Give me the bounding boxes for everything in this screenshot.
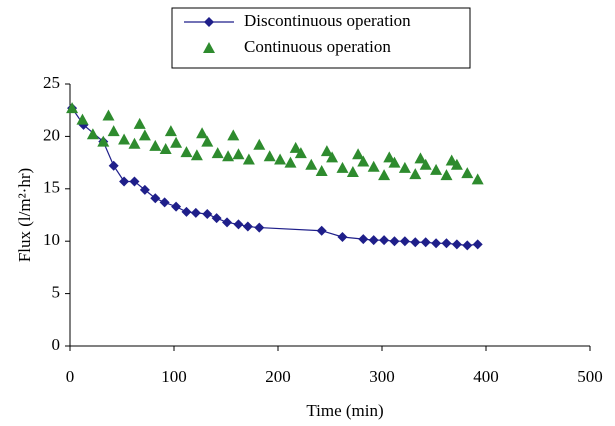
triangle-marker (203, 42, 215, 53)
triangle-marker (164, 125, 177, 137)
triangle-marker (196, 127, 209, 139)
triangle-marker (133, 117, 146, 129)
triangle-marker (346, 166, 359, 178)
triangle-marker (357, 155, 370, 167)
y-tick-label: 25 (43, 73, 60, 92)
triangle-marker (289, 141, 302, 153)
diamond-marker (204, 17, 214, 27)
diamond-marker (202, 208, 213, 219)
triangle-marker (383, 151, 396, 163)
legend-label: Continuous operation (244, 37, 391, 56)
triangle-marker (66, 102, 79, 114)
triangle-marker (414, 152, 427, 164)
triangle-marker (102, 109, 115, 121)
triangle-marker (180, 146, 193, 158)
triangle-marker (315, 164, 328, 176)
y-tick-label: 5 (52, 283, 61, 302)
diamond-marker (410, 237, 421, 248)
diamond-marker (389, 236, 400, 247)
x-tick-label: 300 (369, 367, 395, 386)
diamond-marker (358, 234, 369, 245)
triangle-marker (388, 156, 401, 168)
triangle-marker (227, 129, 240, 141)
diamond-marker (129, 176, 140, 187)
triangle-marker (107, 125, 120, 137)
diamond-marker (368, 235, 379, 246)
triangle-marker (440, 169, 453, 181)
diamond-marker (150, 193, 161, 204)
triangle-marker (274, 153, 287, 165)
diamond-marker (451, 239, 462, 250)
diamond-marker (190, 207, 201, 218)
diamond-marker (431, 238, 442, 249)
triangle-marker (263, 150, 276, 162)
triangle-marker (398, 161, 411, 173)
y-axis-label: Flux (l/m²·hr) (15, 168, 34, 262)
triangle-marker (76, 113, 89, 125)
triangle-marker (86, 128, 99, 140)
triangle-marker (352, 148, 365, 160)
triangle-marker (97, 135, 110, 147)
legend-label: Discontinuous operation (244, 11, 411, 30)
triangle-marker (367, 160, 380, 172)
y-tick-label: 10 (43, 230, 60, 249)
x-tick-label: 500 (577, 367, 603, 386)
triangle-marker (284, 156, 297, 168)
diamond-marker (211, 213, 222, 224)
x-tick-label: 0 (66, 367, 75, 386)
diamond-marker (119, 176, 130, 187)
triangle-marker (294, 147, 307, 159)
x-tick-label: 100 (161, 367, 187, 386)
triangle-marker (242, 153, 255, 165)
diamond-marker (108, 160, 119, 171)
triangle-marker (190, 149, 203, 161)
triangle-marker (201, 135, 214, 147)
y-tick-label: 15 (43, 178, 60, 197)
triangle-marker (138, 129, 151, 141)
diamond-marker (337, 232, 348, 243)
triangle-marker (320, 145, 333, 157)
triangle-marker (118, 133, 131, 145)
triangle-marker (419, 158, 432, 170)
diamond-marker (233, 219, 244, 230)
triangle-marker (450, 158, 463, 170)
triangle-marker (336, 161, 349, 173)
triangle-marker (211, 147, 224, 159)
y-tick-label: 0 (52, 335, 61, 354)
diamond-marker (139, 184, 150, 195)
diamond-marker (254, 222, 265, 233)
x-tick-label: 200 (265, 367, 291, 386)
triangle-marker (128, 137, 141, 149)
triangle-marker (305, 158, 318, 170)
triangle-marker (461, 167, 474, 179)
legend-box (171, 7, 471, 69)
triangle-marker (409, 168, 422, 180)
diamond-marker (472, 239, 483, 250)
triangle-marker (471, 173, 484, 185)
triangle-marker (232, 148, 245, 160)
y-tick-label: 20 (43, 125, 60, 144)
diamond-marker (159, 197, 170, 208)
diamond-marker (171, 201, 182, 212)
x-axis-label: Time (min) (306, 401, 383, 420)
diamond-marker (379, 235, 390, 246)
triangle-marker (326, 151, 339, 163)
diamond-marker (441, 238, 452, 249)
triangle-marker (430, 163, 443, 175)
diamond-marker (462, 240, 473, 251)
diamond-marker (316, 225, 327, 236)
triangle-marker (378, 169, 391, 181)
triangle-marker (222, 150, 235, 162)
diamond-marker (181, 206, 192, 217)
triangle-marker (170, 136, 183, 148)
x-tick-label: 400 (473, 367, 499, 386)
diamond-marker (399, 236, 410, 247)
triangle-marker (159, 142, 172, 154)
diamond-marker (222, 217, 233, 228)
diamond-marker (420, 237, 431, 248)
triangle-marker (149, 139, 162, 151)
triangle-marker (253, 138, 266, 150)
diamond-marker (242, 221, 253, 232)
